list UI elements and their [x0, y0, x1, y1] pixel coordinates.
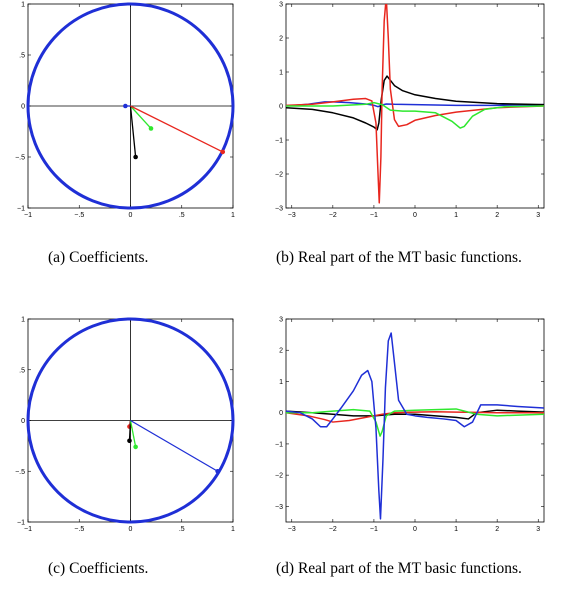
x-tick-label: −3 — [288, 526, 296, 533]
y-tick-label: −3 — [275, 206, 283, 213]
y-tick-label: 1 — [21, 317, 25, 324]
y-tick-label: 1 — [279, 70, 283, 77]
coefficient-point-black — [133, 154, 138, 160]
y-tick-label: −1 — [275, 441, 283, 448]
coefficient-point-green — [133, 444, 138, 450]
y-tick-label: −2 — [275, 172, 283, 179]
x-tick-label: 3 — [536, 526, 540, 533]
y-tick-label: 0 — [21, 104, 25, 111]
y-tick-label: −1 — [275, 138, 283, 145]
y-tick-label: 1 — [279, 379, 283, 386]
x-tick-label: −3 — [288, 212, 296, 219]
y-tick-label: −3 — [275, 504, 283, 511]
coefficient-point-blue — [215, 468, 220, 474]
x-tick-label: 1 — [454, 212, 458, 219]
y-tick-label: 0 — [21, 418, 25, 425]
basis-functions-plot-b: −3 −2 −1 0 1 2 3 −3 −2 −1 0 1 2 3 — [275, 2, 545, 219]
y-tick-label: .5 — [19, 53, 25, 60]
x-tick-label: .5 — [179, 212, 185, 219]
x-tick-label: 0 — [413, 526, 417, 533]
basis-functions-plot-d: −3 −2 −1 0 1 2 3 −3 −2 −1 0 1 2 3 — [275, 317, 545, 533]
y-tick-label: 3 — [279, 317, 283, 324]
y-tick-label: .5 — [19, 367, 25, 374]
y-tick-label: 2 — [279, 36, 283, 43]
coefficients-plot-c: −1 −.5 0 .5 1 −1 −.5 0 .5 1 — [15, 317, 235, 534]
y-tick-label: 0 — [279, 410, 283, 417]
x-tick-label: 1 — [454, 526, 458, 533]
x-tick-label: −1 — [370, 526, 378, 533]
coefficient-point-blue — [123, 103, 128, 109]
y-tick-label: 0 — [279, 104, 283, 111]
x-tick-label: −1 — [24, 212, 32, 219]
x-tick-label: 1 — [231, 526, 235, 533]
y-tick-label: 3 — [279, 2, 283, 9]
x-tick-label: −.5 — [74, 526, 84, 533]
y-tick-label: −2 — [275, 473, 283, 480]
caption-c: (c) Coefficients. — [48, 560, 149, 577]
y-tick-label: −.5 — [15, 155, 25, 162]
x-tick-label: −1 — [24, 526, 32, 533]
y-tick-label: 1 — [21, 2, 25, 9]
x-tick-label: −1 — [370, 212, 378, 219]
coefficient-vector-blue — [130, 419, 218, 472]
y-tick-label: −1 — [17, 520, 25, 527]
series-line-blue — [286, 332, 544, 520]
axes-box — [285, 318, 545, 523]
x-tick-label: 0 — [129, 526, 133, 533]
series-line-green — [286, 101, 544, 129]
x-tick-label: −2 — [329, 526, 337, 533]
coefficients-plot-a: −1 −.5 0 .5 1 −1 −.5 0 .5 1 — [15, 2, 235, 220]
y-tick-label: −1 — [17, 206, 25, 213]
caption-d: (d) Real part of the MT basic functions. — [276, 560, 522, 577]
coefficient-vector-black — [129, 105, 137, 158]
x-tick-label: .5 — [179, 526, 185, 533]
x-tick-label: 3 — [536, 212, 540, 219]
x-tick-label: −2 — [329, 212, 337, 219]
unit-circle — [26, 2, 235, 210]
y-tick-label: 2 — [279, 348, 283, 355]
x-tick-label: 1 — [231, 212, 235, 219]
coefficient-vector-green — [129, 420, 137, 448]
x-tick-label: −.5 — [74, 212, 84, 219]
coefficient-vector-black — [128, 420, 132, 441]
coefficient-vector-green — [130, 105, 152, 129]
x-tick-label: 0 — [413, 212, 417, 219]
y-tick-label: −.5 — [15, 469, 25, 476]
coefficient-point-green — [148, 126, 154, 131]
unit-circle — [26, 317, 235, 524]
caption-b: (b) Real part of the MT basic functions. — [276, 249, 522, 266]
x-tick-label: 0 — [129, 212, 133, 219]
x-tick-label: 2 — [495, 212, 499, 219]
x-tick-label: 2 — [495, 526, 499, 533]
caption-a: (a) Coefficients. — [48, 249, 149, 266]
series-line-red — [286, 4, 544, 204]
coefficient-vector-red — [130, 105, 224, 153]
coefficient-point-black — [127, 438, 132, 444]
coefficient-point-red — [220, 149, 226, 155]
